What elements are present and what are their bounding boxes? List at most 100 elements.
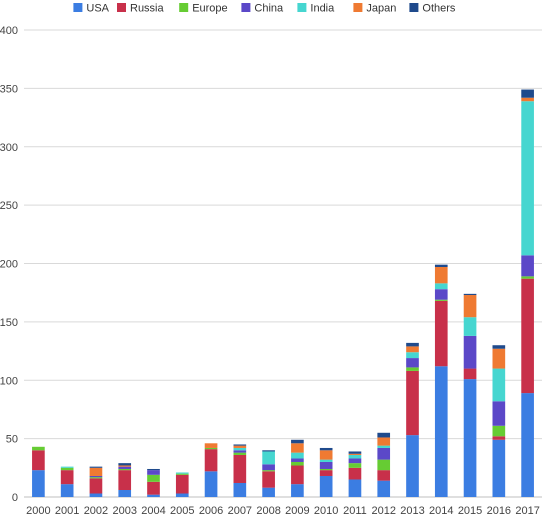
bar-segment-russia-2006 — [204, 449, 218, 472]
x-tick-label: 2005 — [170, 505, 194, 517]
legend-swatch — [73, 3, 83, 12]
bar-segment-europe-2001 — [60, 467, 74, 471]
bar-segment-india-2017 — [521, 101, 534, 256]
legend-item-russia: Russia — [117, 3, 165, 15]
bar-segment-others-2014 — [434, 264, 448, 268]
bar-segment-usa-2007 — [233, 482, 247, 497]
x-tick-label: 2010 — [314, 505, 338, 517]
bar-segment-europe-2002 — [89, 477, 103, 479]
x-axis-ticks: 2000 2001 2002 2003 2004 2005 2006 2007 2008 2009… — [26, 505, 540, 517]
bar-segment-others-2004 — [147, 468, 160, 471]
bar-segment-russia-2005 — [175, 474, 189, 494]
bar-segment-usa-2004 — [147, 494, 160, 497]
bar-segment-others-2009 — [291, 439, 304, 444]
bar-segment-china-2013 — [406, 358, 419, 368]
bar-segment-others-2013 — [406, 342, 419, 347]
bar-segment-europe-2009 — [291, 461, 304, 466]
bar-segment-russia-2015 — [463, 368, 477, 380]
gridlines — [24, 29, 542, 498]
bar-segment-usa-2000 — [32, 470, 45, 497]
bar-segment-india-2009 — [291, 452, 304, 459]
bar-segment-usa-2014 — [434, 366, 448, 497]
legend-label: China — [254, 3, 284, 15]
bar-segment-japan-2007 — [233, 445, 247, 448]
bar-segment-russia-2011 — [348, 467, 362, 480]
bar-segment-russia-2001 — [60, 470, 74, 485]
bar-segment-russia-2000 — [32, 450, 45, 471]
x-tick-label: 2003 — [112, 505, 136, 517]
bar-segment-china-2011 — [348, 458, 362, 464]
bar-segment-india-2008 — [262, 451, 275, 465]
bar-segment-japan-2017 — [521, 97, 534, 102]
bar-segment-others-2017 — [521, 89, 534, 98]
legend-item-others: Others — [409, 3, 456, 15]
bar-segment-europe-2000 — [32, 446, 45, 451]
bar-segment-india-2015 — [463, 317, 477, 336]
bar-segment-russia-2014 — [434, 300, 448, 367]
bar-segment-russia-2003 — [118, 470, 132, 490]
bar-segment-japan-2009 — [291, 443, 304, 453]
bar-segment-usa-2010 — [319, 475, 333, 497]
bar-segment-usa-2016 — [492, 439, 506, 497]
bar-segment-usa-2013 — [406, 435, 419, 497]
bar-segment-russia-2016 — [492, 436, 506, 440]
bar-segment-japan-2014 — [434, 267, 448, 284]
x-tick-label: 2007 — [228, 505, 252, 517]
bar-segment-china-2017 — [521, 255, 534, 277]
legend-label: India — [310, 3, 335, 15]
bar-segment-europe-2006 — [204, 447, 218, 450]
bar-segment-china-2015 — [463, 335, 477, 369]
bar-segment-india-2013 — [406, 352, 419, 359]
bar-segment-usa-2008 — [262, 487, 275, 497]
bar-segment-china-2009 — [291, 458, 304, 462]
bar-segment-usa-2005 — [175, 493, 189, 497]
bar-segment-india-2014 — [434, 283, 448, 290]
bar-segment-india-2007 — [233, 447, 247, 451]
bar-segment-europe-2010 — [319, 468, 333, 471]
x-tick-label: 2014 — [429, 505, 453, 517]
bar-segment-usa-2015 — [463, 379, 477, 497]
bar-segment-europe-2003 — [118, 468, 132, 471]
x-tick-label: 2015 — [458, 505, 482, 517]
x-tick-label: 2006 — [199, 505, 223, 517]
bar-segment-russia-2017 — [521, 278, 534, 394]
bar-segment-russia-2004 — [147, 481, 160, 495]
bar-segment-europe-2008 — [262, 470, 275, 472]
bar-segment-india-2012 — [377, 445, 391, 448]
bar-segment-europe-2012 — [377, 459, 391, 471]
bar-segment-china-2003 — [118, 466, 132, 469]
bar-segment-europe-2004 — [147, 474, 160, 482]
legend-item-china: China — [241, 3, 284, 15]
x-tick-label: 2008 — [256, 505, 280, 517]
bar-segment-usa-2001 — [60, 484, 74, 497]
bar-segment-japan-2015 — [463, 295, 477, 318]
bar-segment-usa-2009 — [291, 484, 304, 497]
y-tick-label: 50 — [6, 434, 18, 446]
y-tick-label: 0 — [12, 492, 18, 504]
bar-segment-europe-2014 — [434, 299, 448, 301]
bar-segment-usa-2002 — [89, 493, 103, 497]
y-tick-label: 350 — [0, 83, 18, 95]
bar-segment-china-2016 — [492, 401, 506, 426]
bar-segment-others-2007 — [233, 444, 247, 446]
bar-segment-russia-2013 — [406, 370, 419, 436]
x-tick-label: 2011 — [343, 505, 367, 517]
legend-label: Russia — [130, 3, 165, 15]
bar-segment-usa-2011 — [348, 479, 362, 497]
bar-segment-japan-2011 — [348, 453, 362, 455]
bar-segment-others-2008 — [262, 450, 275, 452]
bar-segment-europe-2016 — [492, 425, 506, 437]
x-tick-label: 2001 — [55, 505, 79, 517]
legend-item-japan: Japan — [353, 3, 396, 15]
bar-segment-india-2005 — [175, 472, 189, 474]
bar-segment-japan-2002 — [89, 467, 103, 476]
bar-segment-china-2004 — [147, 470, 160, 475]
legend-label: Others — [422, 3, 456, 15]
x-tick-label: 2012 — [371, 505, 395, 517]
bar-segment-usa-2012 — [377, 480, 391, 497]
bar-segment-india-2010 — [319, 459, 333, 462]
bar-segment-russia-2002 — [89, 478, 103, 494]
x-tick-label: 2013 — [400, 505, 424, 517]
